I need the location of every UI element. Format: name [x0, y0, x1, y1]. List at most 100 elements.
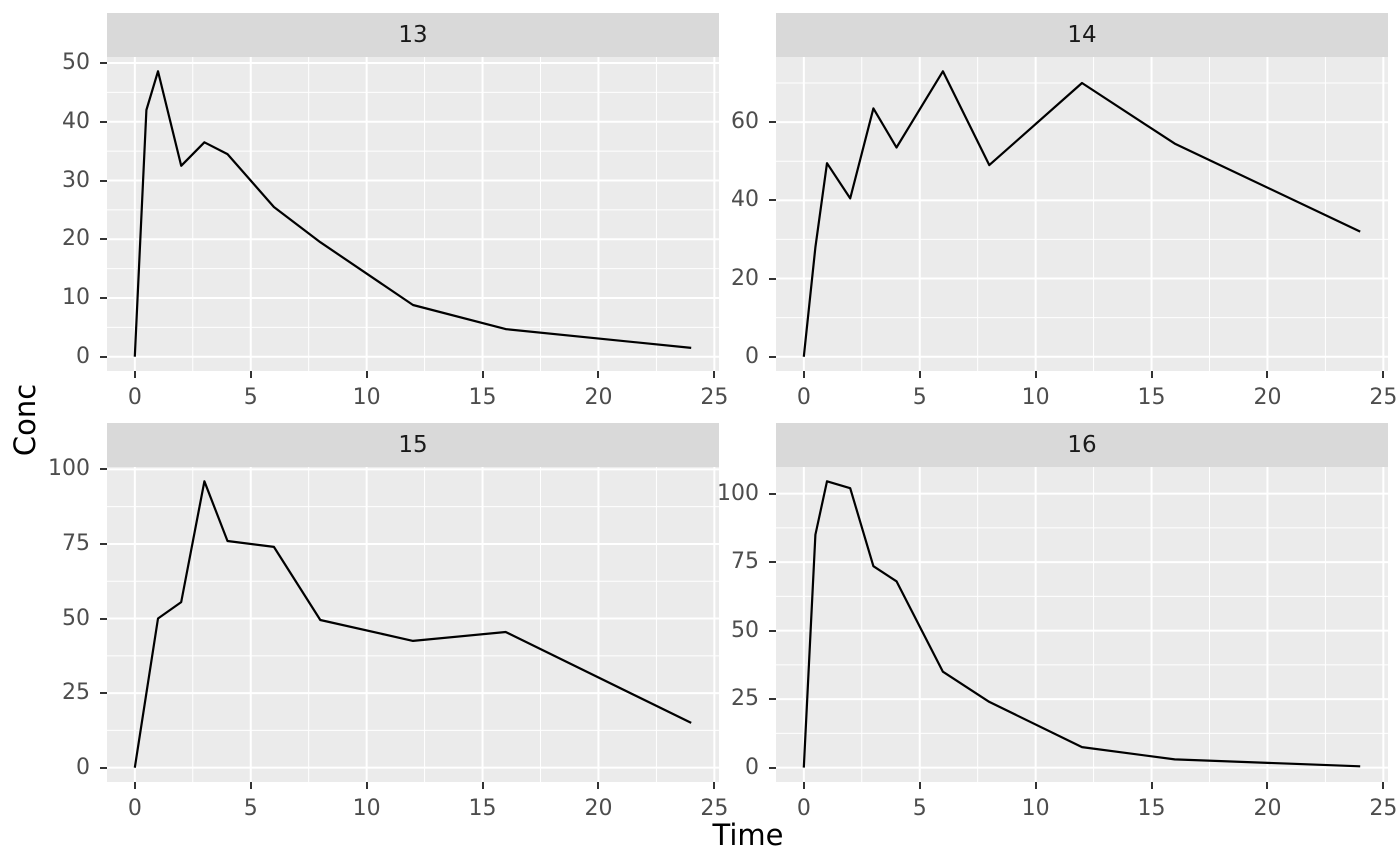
y-tick-mark — [100, 617, 107, 620]
x-tick-mark — [249, 371, 252, 378]
x-tick-mark — [597, 782, 600, 789]
facet-strip-label: 14 — [1067, 21, 1097, 48]
x-tick-label: 5 — [912, 796, 927, 821]
y-tick-mark — [100, 468, 107, 471]
y-tick-label: 100 — [717, 480, 759, 506]
x-tick-mark — [1034, 782, 1037, 789]
y-tick-mark — [769, 199, 776, 202]
x-tick-mark — [1382, 371, 1385, 378]
y-tick-label: 40 — [62, 108, 90, 134]
conc-time-line-15 — [133, 480, 692, 768]
y-tick-label: 75 — [62, 530, 90, 556]
y-tick-label: 50 — [62, 50, 90, 76]
y-tick-label: 0 — [76, 754, 90, 780]
x-tick-mark — [249, 782, 252, 789]
x-tick-label: 10 — [352, 385, 381, 410]
facet-strip-label: 16 — [1067, 431, 1097, 458]
facet-strip-label: 13 — [398, 21, 428, 48]
x-tick-label: 20 — [1253, 796, 1282, 821]
y-tick-mark — [100, 179, 107, 182]
x-tick-mark — [1266, 782, 1269, 789]
y-tick-mark — [100, 238, 107, 241]
facet-strip: 14 — [776, 13, 1388, 57]
x-tick-mark — [481, 371, 484, 378]
y-tick-label: 0 — [745, 343, 759, 369]
y-tick-mark — [769, 121, 776, 124]
y-tick-mark — [769, 561, 776, 564]
y-tick-mark — [769, 766, 776, 769]
x-tick-mark — [802, 371, 805, 378]
y-tick-label: 50 — [731, 617, 759, 643]
y-tick-mark — [100, 62, 107, 65]
x-tick-mark — [713, 371, 716, 378]
x-tick-label: 10 — [352, 796, 381, 821]
x-tick-mark — [1266, 371, 1269, 378]
conc-time-line-14 — [802, 70, 1361, 357]
x-tick-mark — [1034, 371, 1037, 378]
x-tick-label: 10 — [1021, 796, 1050, 821]
y-tick-mark — [100, 542, 107, 545]
y-tick-label: 25 — [731, 686, 759, 712]
x-tick-label: 20 — [584, 796, 613, 821]
x-tick-label: 0 — [127, 385, 142, 410]
x-tick-label: 5 — [243, 385, 258, 410]
y-tick-mark — [100, 120, 107, 123]
x-tick-label: 0 — [796, 385, 811, 410]
x-tick-label: 25 — [700, 385, 729, 410]
y-tick-label: 40 — [731, 187, 759, 213]
x-tick-label: 0 — [796, 796, 811, 821]
y-tick-label: 20 — [62, 226, 90, 252]
facet-strip: 15 — [107, 423, 719, 467]
x-tick-mark — [133, 782, 136, 789]
y-tick-label: 30 — [62, 167, 90, 193]
x-tick-label: 25 — [1369, 796, 1398, 821]
x-tick-label: 20 — [1253, 385, 1282, 410]
x-tick-mark — [597, 371, 600, 378]
y-tick-label: 100 — [48, 456, 90, 482]
x-tick-mark — [1382, 782, 1385, 789]
x-tick-label: 10 — [1021, 385, 1050, 410]
x-tick-mark — [365, 782, 368, 789]
x-tick-mark — [133, 371, 136, 378]
x-tick-label: 25 — [1369, 385, 1398, 410]
y-tick-label: 20 — [731, 265, 759, 291]
x-tick-label: 15 — [1137, 385, 1166, 410]
y-tick-mark — [769, 492, 776, 495]
x-tick-label: 20 — [584, 385, 613, 410]
x-tick-label: 25 — [700, 796, 729, 821]
x-tick-label: 0 — [127, 796, 142, 821]
y-tick-label: 10 — [62, 284, 90, 310]
y-tick-mark — [100, 692, 107, 695]
y-tick-label: 25 — [62, 680, 90, 706]
y-tick-mark — [769, 629, 776, 632]
y-tick-mark — [100, 766, 107, 769]
y-tick-label: 0 — [745, 754, 759, 780]
x-tick-mark — [481, 782, 484, 789]
y-tick-label: 0 — [76, 343, 90, 369]
y-tick-label: 75 — [731, 549, 759, 575]
x-tick-mark — [713, 782, 716, 789]
x-tick-mark — [802, 782, 805, 789]
y-tick-mark — [100, 355, 107, 358]
y-tick-mark — [769, 355, 776, 358]
conc-time-line-16 — [802, 480, 1361, 768]
x-tick-mark — [1150, 782, 1153, 789]
facet-strip-label: 15 — [398, 431, 428, 458]
y-tick-mark — [769, 698, 776, 701]
y-tick-label: 50 — [62, 605, 90, 631]
x-tick-label: 5 — [912, 385, 927, 410]
facet-panel — [776, 57, 1388, 371]
x-tick-label: 15 — [1137, 796, 1166, 821]
x-tick-label: 5 — [243, 796, 258, 821]
facet-panel — [107, 467, 719, 782]
x-tick-mark — [1150, 371, 1153, 378]
x-tick-label: 15 — [468, 385, 497, 410]
conc-time-line-13 — [133, 70, 692, 357]
facet-panel — [107, 57, 719, 371]
x-tick-mark — [918, 782, 921, 789]
x-tick-mark — [918, 371, 921, 378]
facet-strip: 16 — [776, 423, 1388, 467]
x-axis-title: Time — [712, 818, 784, 852]
x-tick-label: 15 — [468, 796, 497, 821]
